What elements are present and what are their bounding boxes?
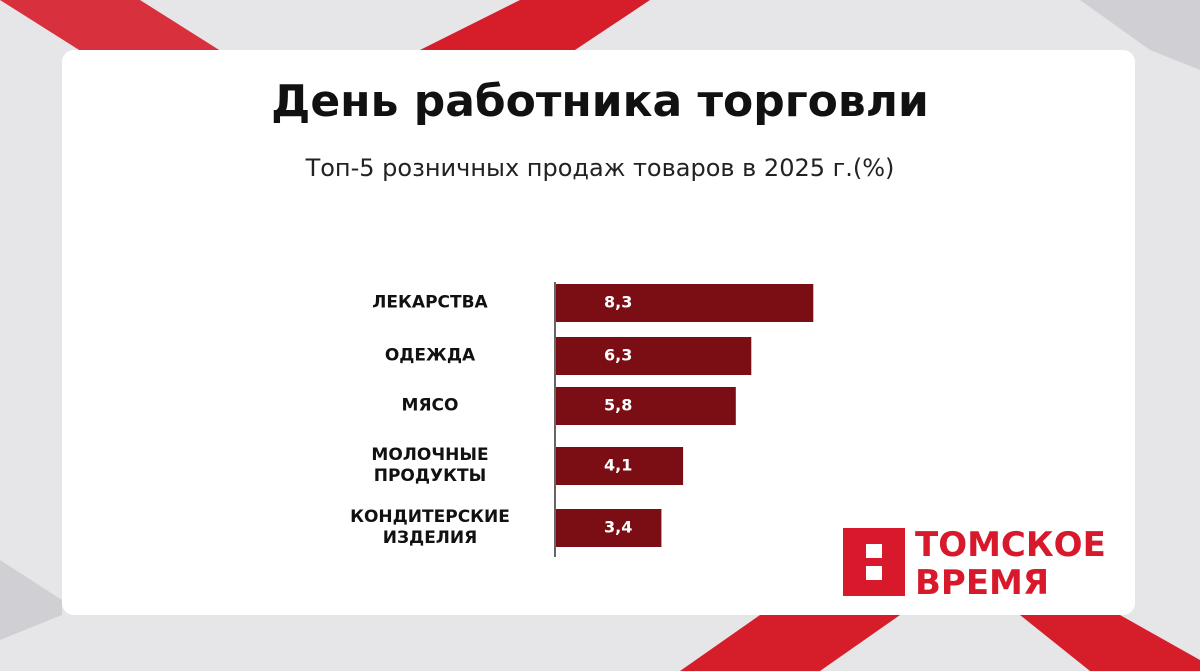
logo-mark-hole	[866, 544, 882, 558]
category-label: МЯСО	[401, 395, 459, 416]
bar	[556, 509, 662, 547]
value-label: 3,4	[604, 518, 632, 537]
category-label: КОНДИТЕРСКИЕ ИЗДЕЛИЯ	[350, 507, 510, 548]
value-label: 5,8	[604, 396, 632, 415]
value-label: 8,3	[604, 293, 632, 312]
category-label: ЛЕКАРСТВА	[372, 292, 488, 313]
bar	[556, 447, 684, 485]
value-label: 4,1	[604, 456, 632, 475]
category-label: МОЛОЧНЫЕ ПРОДУКТЫ	[371, 445, 489, 486]
bar	[556, 387, 736, 425]
bar	[556, 284, 814, 322]
page-title: День работника торговли	[271, 76, 929, 127]
bar	[556, 337, 752, 375]
logo-mark	[843, 528, 905, 596]
logo-mark-hole	[866, 566, 882, 580]
value-label: 6,3	[604, 346, 632, 365]
category-label: ОДЕЖДА	[384, 345, 476, 366]
logo-text: ТОМСКОЕ ВРЕМЯ	[915, 525, 1106, 603]
chart-title: Топ-5 розничных продаж товаров в 2025 г.…	[305, 154, 895, 182]
